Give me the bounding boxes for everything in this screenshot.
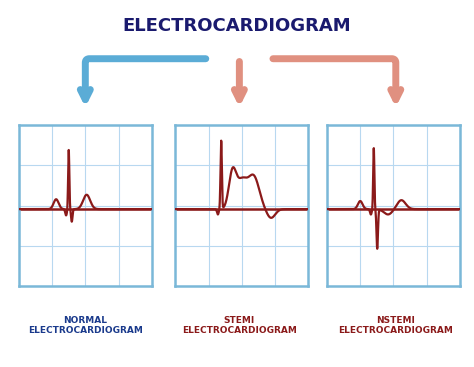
Text: NSTEMI
ELECTROCARDIOGRAM: NSTEMI ELECTROCARDIOGRAM: [338, 316, 453, 335]
Text: STEMI
ELECTROCARDIOGRAM: STEMI ELECTROCARDIOGRAM: [182, 316, 297, 335]
Text: ELECTROCARDIOGRAM: ELECTROCARDIOGRAM: [123, 17, 351, 34]
Text: NORMAL
ELECTROCARDIOGRAM: NORMAL ELECTROCARDIOGRAM: [28, 316, 143, 335]
